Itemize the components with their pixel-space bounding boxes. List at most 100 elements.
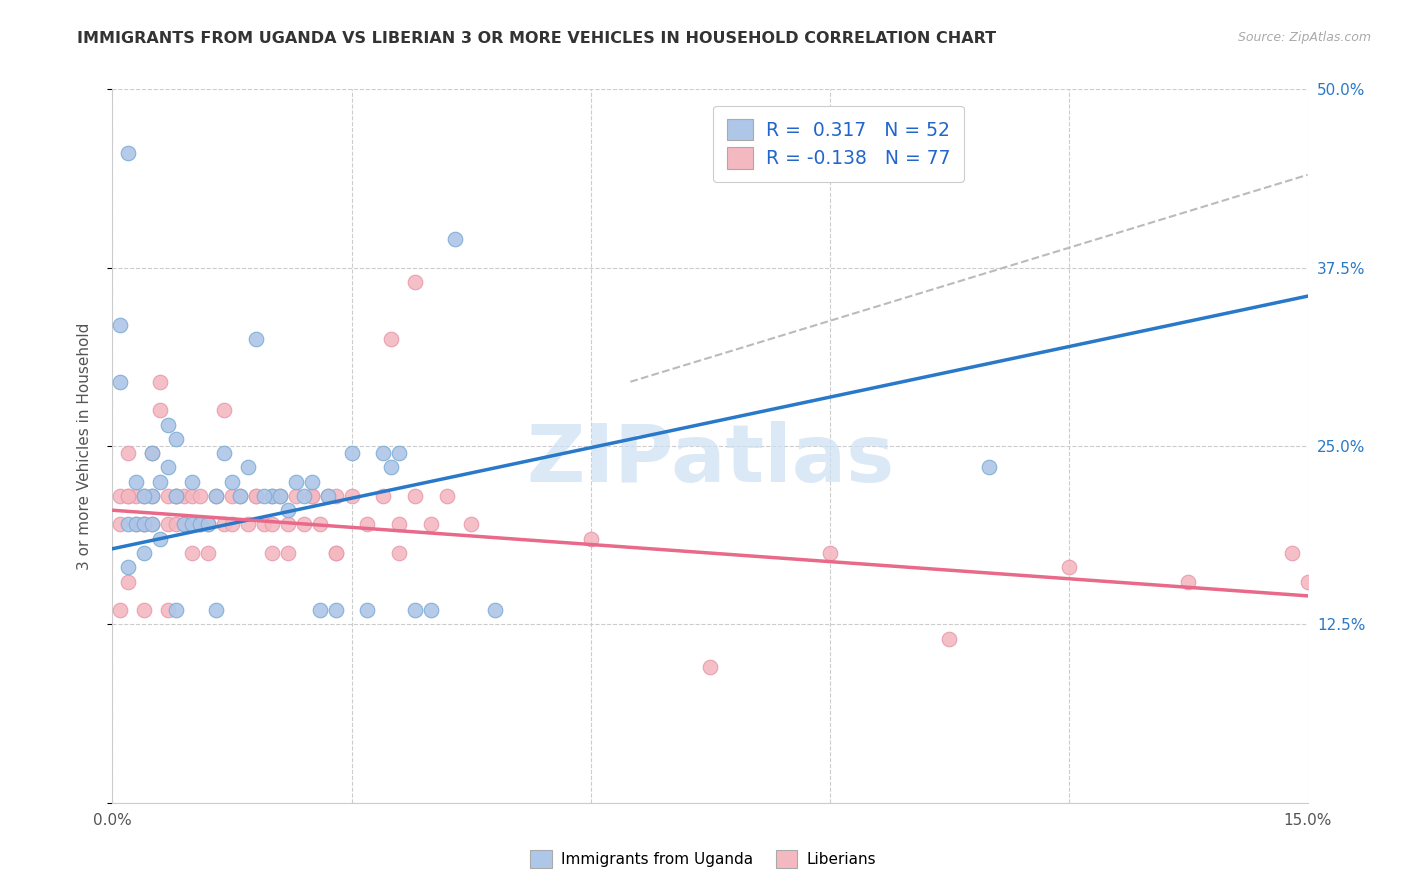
Point (404, 275, 426, 289)
Point (188, 517, 211, 532)
Point (212, 403, 235, 417)
Point (221, 489, 243, 503)
Point (938, 632, 960, 646)
Point (173, 517, 195, 532)
Point (134, 546, 156, 560)
Point (157, 603, 180, 617)
Point (165, 517, 187, 532)
Point (380, 460, 402, 475)
Point (165, 489, 187, 503)
Point (125, 517, 148, 532)
Y-axis label: 3 or more Vehicles in Household: 3 or more Vehicles in Household (77, 322, 91, 570)
Point (436, 489, 458, 503)
Point (117, 517, 139, 532)
Point (134, 489, 156, 503)
Point (420, 603, 443, 617)
Point (356, 603, 378, 617)
Point (134, 517, 156, 532)
Point (236, 460, 259, 475)
Point (197, 517, 219, 532)
Point (292, 489, 315, 503)
Point (284, 489, 307, 503)
Point (269, 489, 291, 503)
Point (340, 446, 363, 460)
Point (1057, 560, 1080, 574)
Point (110, 318, 132, 332)
Point (460, 517, 482, 532)
Text: Source: ZipAtlas.com: Source: ZipAtlas.com (1237, 31, 1371, 45)
Point (404, 489, 426, 503)
Point (221, 517, 243, 532)
Point (141, 446, 163, 460)
Point (125, 517, 148, 532)
Point (173, 489, 195, 503)
Point (141, 446, 163, 460)
Point (229, 489, 252, 503)
Point (141, 517, 163, 532)
Point (117, 446, 139, 460)
Point (484, 603, 506, 617)
Point (301, 489, 323, 503)
Point (149, 532, 172, 546)
Point (117, 574, 139, 589)
Point (245, 489, 267, 503)
Point (308, 603, 330, 617)
Point (221, 475, 243, 489)
Point (117, 489, 139, 503)
Point (388, 546, 411, 560)
Point (253, 489, 276, 503)
Point (134, 517, 156, 532)
Point (125, 489, 148, 503)
Point (356, 517, 378, 532)
Point (181, 517, 204, 532)
Point (205, 489, 228, 503)
Point (388, 517, 411, 532)
Point (141, 517, 163, 532)
Point (325, 603, 347, 617)
Legend: Immigrants from Uganda, Liberians: Immigrants from Uganda, Liberians (524, 844, 882, 873)
Point (125, 475, 148, 489)
Point (149, 475, 172, 489)
Legend: R =  0.317   N = 52, R = -0.138   N = 77: R = 0.317 N = 52, R = -0.138 N = 77 (713, 106, 963, 182)
Point (236, 517, 259, 532)
Point (212, 517, 235, 532)
Point (325, 489, 347, 503)
Point (117, 560, 139, 574)
Point (165, 603, 187, 617)
Point (269, 489, 291, 503)
Point (373, 446, 395, 460)
Point (1296, 574, 1319, 589)
Point (301, 489, 323, 503)
Point (253, 517, 276, 532)
Point (157, 417, 180, 432)
Point (188, 517, 211, 532)
Point (181, 475, 204, 489)
Point (229, 489, 252, 503)
Point (212, 446, 235, 460)
Text: IMMIGRANTS FROM UGANDA VS LIBERIAN 3 OR MORE VEHICLES IN HOUSEHOLD CORRELATION C: IMMIGRANTS FROM UGANDA VS LIBERIAN 3 OR … (77, 31, 997, 46)
Point (977, 460, 1000, 475)
Point (181, 517, 204, 532)
Point (404, 603, 426, 617)
Point (420, 517, 443, 532)
Point (1177, 574, 1199, 589)
Point (292, 517, 315, 532)
Point (134, 517, 156, 532)
Point (260, 489, 283, 503)
Point (260, 517, 283, 532)
Point (205, 603, 228, 617)
Point (579, 532, 602, 546)
Point (197, 546, 219, 560)
Point (245, 332, 267, 346)
Point (173, 517, 195, 532)
Point (325, 546, 347, 560)
Point (188, 489, 211, 503)
Point (157, 489, 180, 503)
Point (373, 489, 395, 503)
Point (245, 489, 267, 503)
Point (316, 489, 339, 503)
Point (277, 503, 299, 517)
Point (388, 446, 411, 460)
Point (260, 489, 283, 503)
Point (141, 489, 163, 503)
